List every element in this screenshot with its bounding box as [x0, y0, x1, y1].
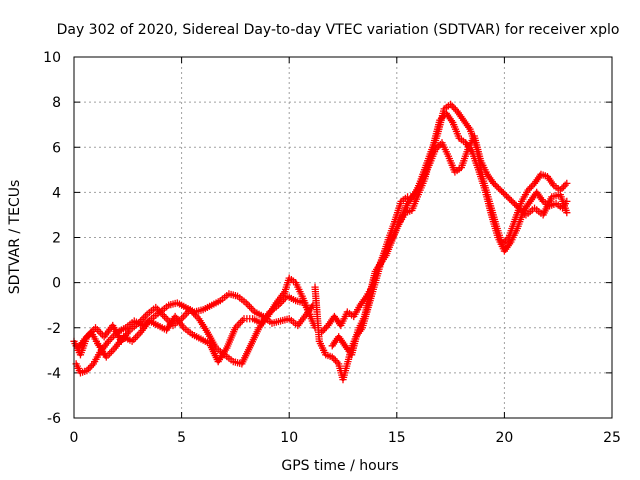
sdtvar-trace-e [317, 100, 571, 336]
sdtvar-trace-c [74, 292, 315, 366]
y-tick-label: 2 [52, 231, 61, 247]
x-tick-label: 0 [70, 430, 79, 446]
y-tick-label: 4 [52, 185, 61, 201]
x-axis-label: GPS time / hours [281, 458, 398, 474]
x-tick-label: 25 [603, 430, 621, 446]
x-tick-label: 10 [280, 430, 298, 446]
data-points [70, 100, 571, 384]
sdtvar-trace-d [311, 109, 571, 384]
x-tick-label: 15 [388, 430, 406, 446]
plot-area-frame [73, 56, 613, 419]
y-tick-label: 8 [52, 95, 61, 111]
y-axis-label: SDTVAR / TECUs [7, 180, 23, 295]
grid-lines [74, 57, 612, 418]
data-point-markers [72, 290, 317, 377]
x-axis-tick-labels: 0 5 10 15 20 25 [70, 430, 621, 446]
y-axis-tick-labels: -6 -4 -2 0 2 4 6 8 10 [43, 50, 61, 427]
sdtvar-trace-f [328, 132, 571, 359]
data-point-markers [317, 100, 571, 336]
x-tick-label: 20 [495, 430, 513, 446]
chart-title: Day 302 of 2020, Sidereal Day-to-day VTE… [57, 22, 620, 38]
y-tick-label: 0 [52, 276, 61, 292]
y-tick-label: -4 [47, 366, 61, 382]
y-tick-label: 6 [52, 140, 61, 156]
y-tick-label: -2 [47, 321, 61, 337]
sdtvar-trace-b [72, 290, 317, 377]
data-point-markers [74, 292, 315, 366]
y-tick-label: -6 [47, 411, 61, 427]
x-tick-label: 5 [177, 430, 186, 446]
y-tick-label: 10 [43, 50, 61, 66]
data-point-markers [328, 132, 571, 359]
data-point-markers [311, 109, 571, 384]
